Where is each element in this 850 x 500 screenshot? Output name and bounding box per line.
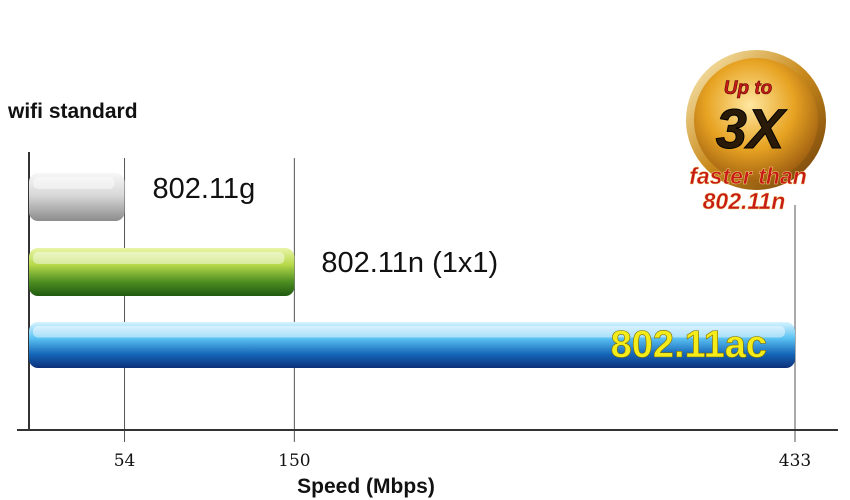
bar-802-11g-highlight (33, 177, 115, 189)
badge-3x: 3X (716, 97, 788, 160)
badge-faster-than: faster than (689, 163, 807, 189)
badge-802-11n: 802.11n (703, 188, 786, 214)
bar-label-802-11ac: 802.11ac (611, 324, 767, 366)
x-tick-150: 150 (278, 451, 310, 471)
x-tick-433: 433 (779, 451, 811, 471)
bar-802-11n (29, 248, 295, 296)
bar-802-11ac-highlight (33, 326, 785, 338)
bar-label-802-11g: 802.11g (153, 173, 256, 205)
x-axis-title: Speed (Mbps) (297, 475, 435, 498)
bar-label-802-11n: 802.11n (1x1) (321, 247, 498, 279)
speed-badge: Up to 3X faster than 802.11n (686, 50, 826, 214)
badge-medal (694, 58, 818, 182)
chart-title: wifi standard (7, 100, 138, 123)
x-tick-54: 54 (114, 451, 136, 471)
bars-group (29, 173, 795, 368)
badge-up-to: Up to (724, 78, 773, 99)
bar-802-11ac (29, 322, 795, 368)
bar-802-11n-highlight (33, 252, 285, 264)
bar-802-11g (29, 173, 125, 221)
